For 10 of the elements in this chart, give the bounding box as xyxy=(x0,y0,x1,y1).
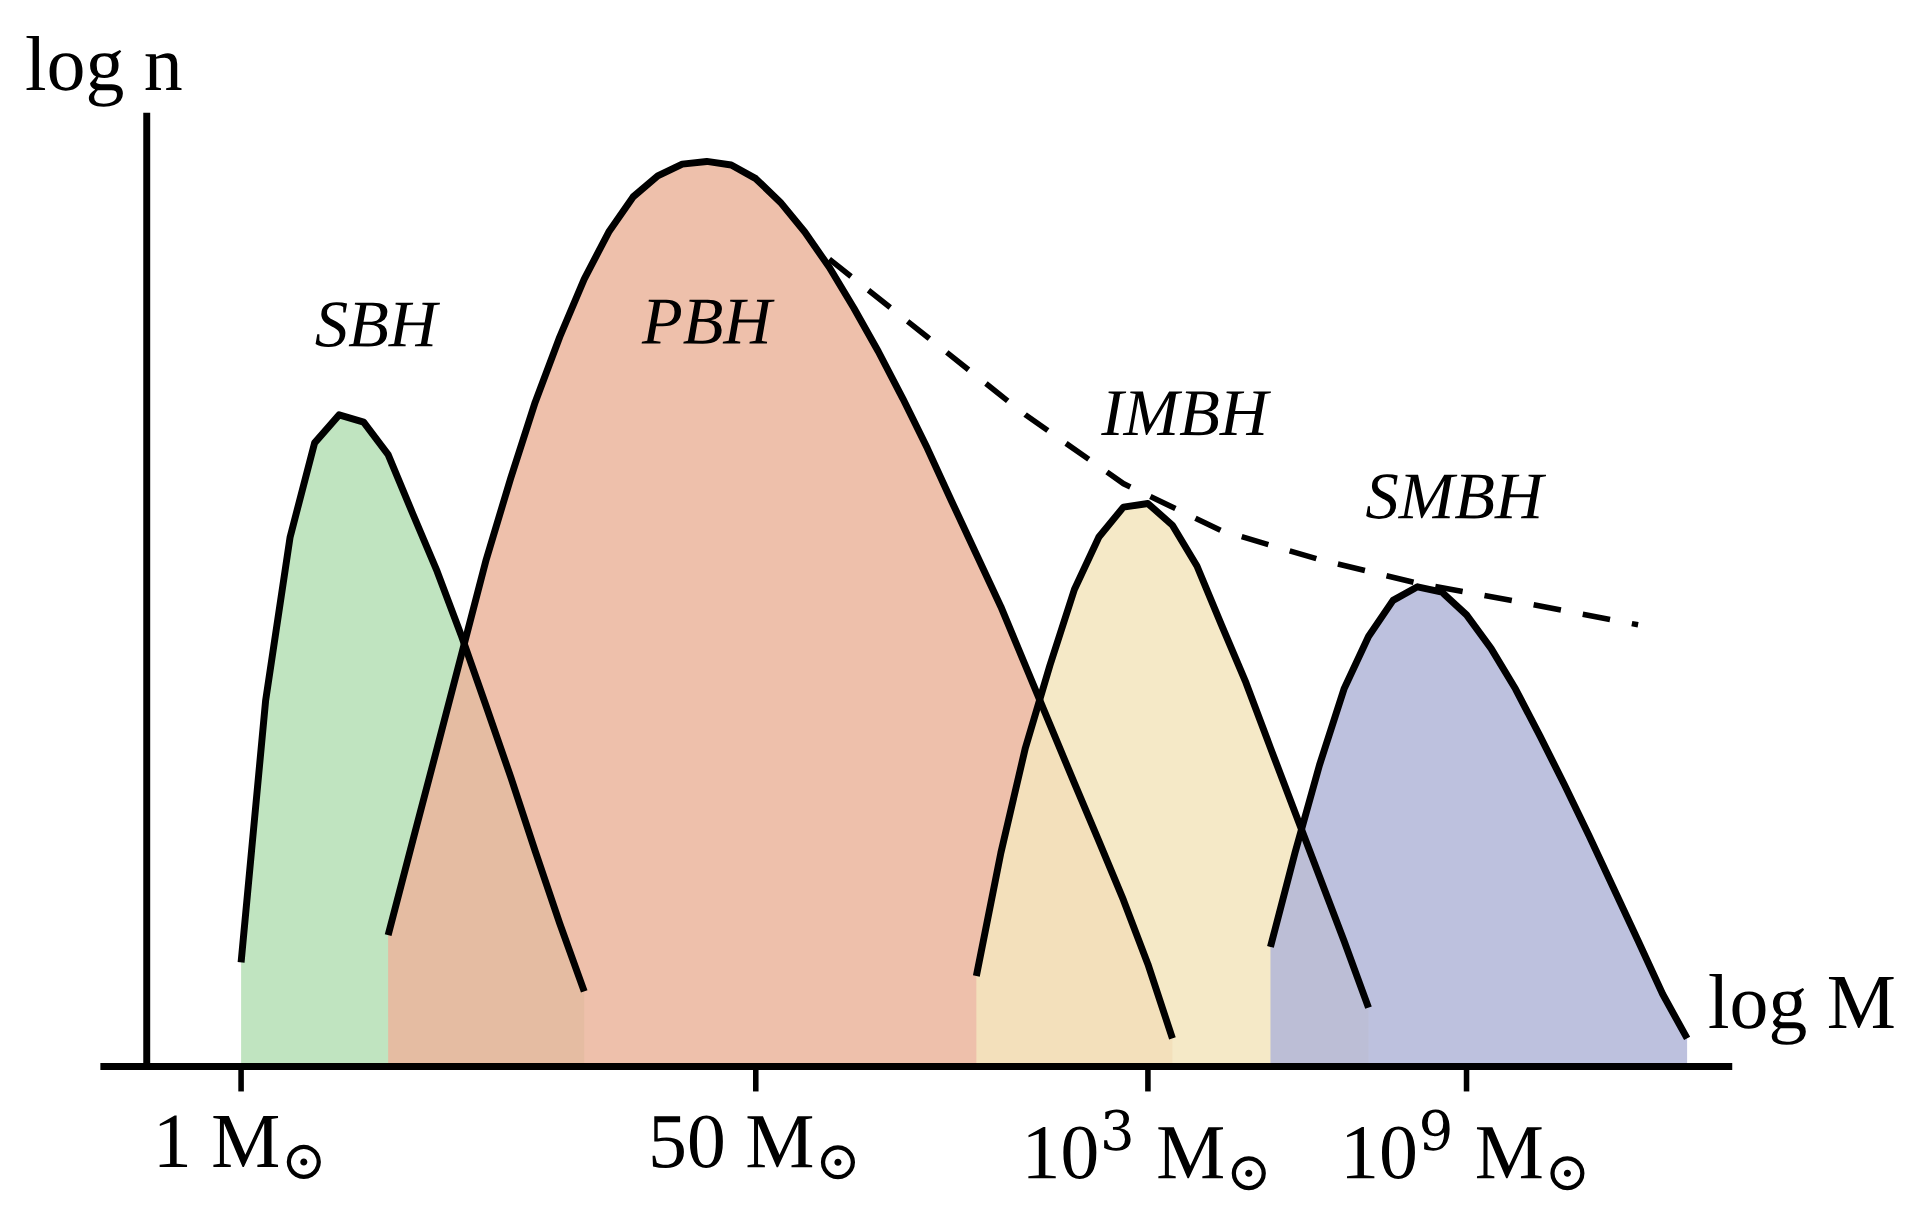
x-tick-label: 1 M$_{⊙}$ xyxy=(159,1115,321,1179)
series-label: SMBH xyxy=(1366,474,1547,519)
series-label: SBH xyxy=(315,302,440,347)
y-axis-title: log n xyxy=(26,35,182,107)
x-tick-label: 10$^{9}$ M$_{⊙}$ xyxy=(1346,1109,1585,1191)
x-axis-title: log M xyxy=(1709,974,1894,1045)
series-label: PBH xyxy=(641,299,775,344)
x-tick-label: 50 M$_{⊙}$ xyxy=(652,1115,856,1180)
x-tick-label: 10$^{3}$ M$_{⊙}$ xyxy=(1028,1109,1266,1191)
series-label: IMBH xyxy=(1101,391,1271,436)
